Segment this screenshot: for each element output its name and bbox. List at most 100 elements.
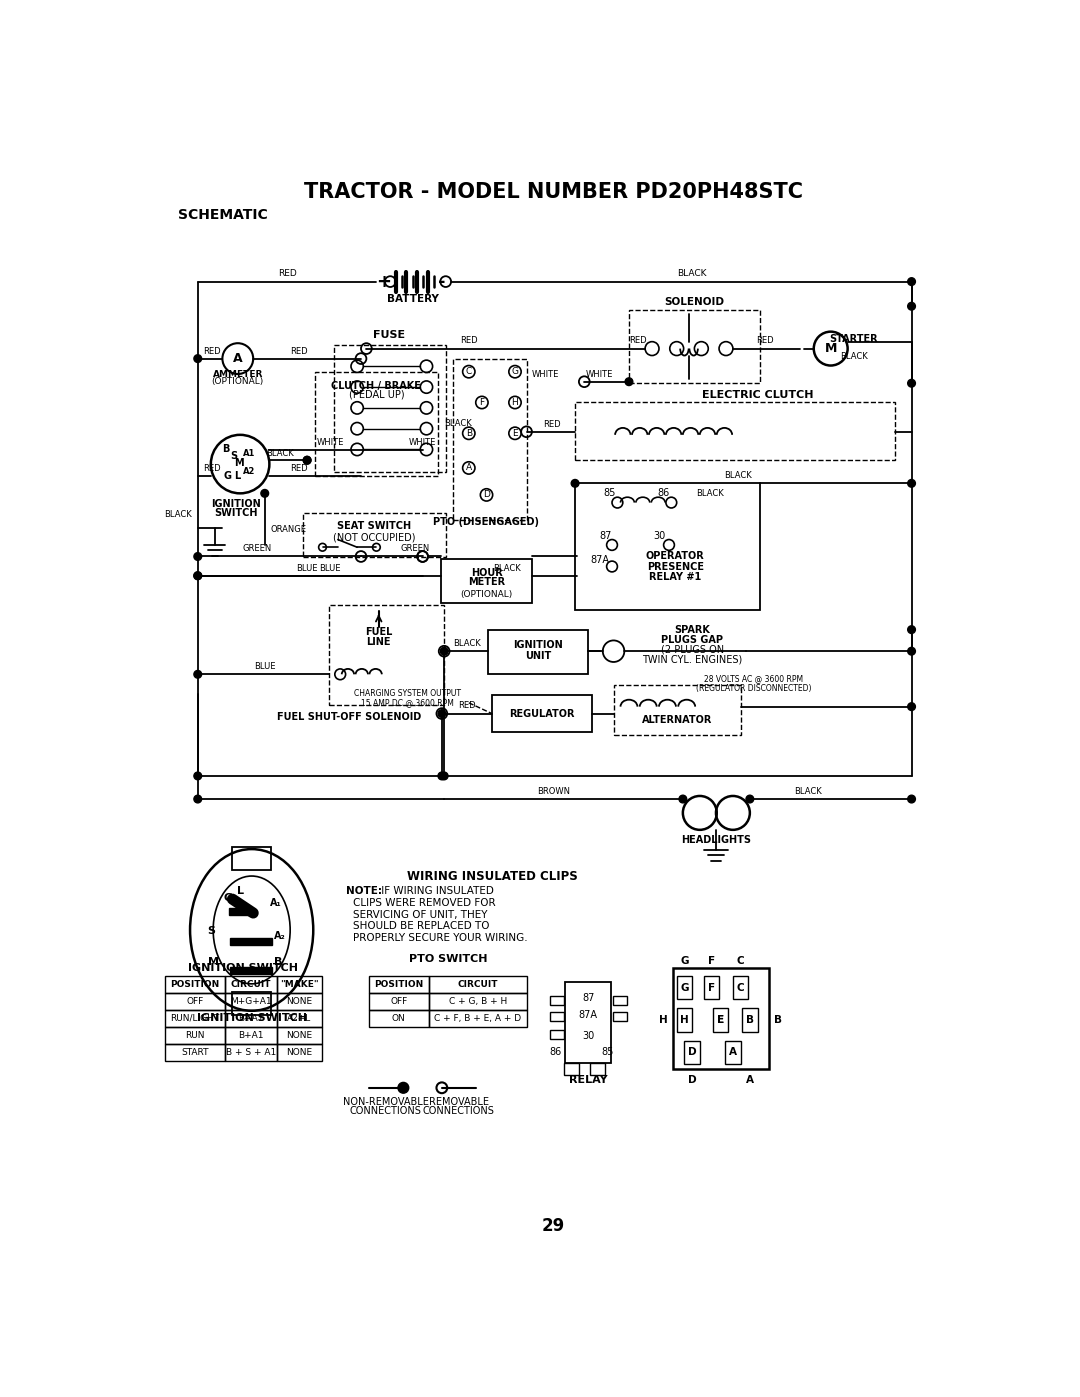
Text: RUN/LIGHT: RUN/LIGHT bbox=[170, 1014, 219, 1023]
Bar bbox=[334, 345, 446, 472]
Text: RELAY #1: RELAY #1 bbox=[649, 571, 701, 581]
Circle shape bbox=[907, 479, 916, 488]
Bar bbox=[225, 993, 278, 1010]
Circle shape bbox=[746, 795, 754, 803]
Text: WHITE: WHITE bbox=[532, 369, 559, 379]
Text: C + F, B + E, A + D: C + F, B + E, A + D bbox=[434, 1014, 522, 1023]
Text: 87A: 87A bbox=[579, 1010, 597, 1020]
Text: PRESENCE: PRESENCE bbox=[647, 562, 704, 571]
Bar bbox=[575, 483, 760, 610]
Text: F: F bbox=[707, 956, 715, 965]
Text: RED: RED bbox=[279, 270, 297, 278]
Text: TRACTOR - MODEL NUMBER PD20PH48STC: TRACTOR - MODEL NUMBER PD20PH48STC bbox=[303, 182, 804, 203]
Bar bbox=[742, 1009, 757, 1031]
Bar bbox=[225, 1044, 278, 1060]
Text: RELAY: RELAY bbox=[569, 1076, 607, 1085]
Text: SEAT SWITCH: SEAT SWITCH bbox=[337, 521, 411, 531]
Text: SERVICING OF UNIT, THEY: SERVICING OF UNIT, THEY bbox=[353, 909, 488, 919]
Text: WIRING INSULATED CLIPS: WIRING INSULATED CLIPS bbox=[407, 869, 578, 883]
Bar bbox=[491, 696, 592, 732]
Text: F: F bbox=[480, 398, 485, 407]
Text: ON: ON bbox=[392, 1014, 406, 1023]
Text: C + G, B + H: C + G, B + H bbox=[449, 997, 508, 1006]
Text: SPARK: SPARK bbox=[674, 624, 710, 634]
Bar bbox=[677, 1009, 692, 1031]
Text: SCHEMATIC: SCHEMATIC bbox=[178, 208, 268, 222]
Bar bbox=[368, 993, 429, 1010]
Bar bbox=[441, 559, 532, 604]
Bar bbox=[733, 977, 748, 999]
Text: RED: RED bbox=[291, 464, 308, 474]
Text: E: E bbox=[512, 429, 517, 437]
Text: IF WIRING INSULATED: IF WIRING INSULATED bbox=[378, 887, 494, 897]
Text: G: G bbox=[512, 367, 518, 376]
Text: RED: RED bbox=[291, 348, 308, 356]
Circle shape bbox=[441, 773, 448, 780]
Text: METER: METER bbox=[468, 577, 505, 587]
Text: RED: RED bbox=[460, 337, 477, 345]
Circle shape bbox=[194, 571, 202, 580]
Text: BATTERY: BATTERY bbox=[388, 293, 440, 303]
Text: 87A: 87A bbox=[590, 556, 609, 566]
Text: GREEN: GREEN bbox=[242, 545, 272, 553]
Text: SHOULD BE REPLACED TO: SHOULD BE REPLACED TO bbox=[353, 921, 490, 930]
Bar bbox=[565, 982, 611, 1063]
Text: (OPTIONAL): (OPTIONAL) bbox=[460, 590, 513, 599]
Text: M: M bbox=[233, 458, 243, 468]
Text: 87: 87 bbox=[582, 993, 594, 1003]
Bar bbox=[232, 992, 271, 1014]
Text: A₂: A₂ bbox=[273, 930, 285, 942]
Bar bbox=[677, 977, 692, 999]
Text: 85: 85 bbox=[602, 1046, 613, 1056]
Text: A: A bbox=[233, 352, 243, 365]
Text: POSITION: POSITION bbox=[170, 981, 219, 989]
Text: BLACK: BLACK bbox=[725, 471, 752, 481]
Text: D: D bbox=[688, 1048, 697, 1058]
Text: A: A bbox=[729, 1048, 737, 1058]
Text: BLUE: BLUE bbox=[296, 563, 318, 573]
Text: CIRCUIT: CIRCUIT bbox=[458, 981, 498, 989]
Text: G: G bbox=[680, 982, 689, 993]
Text: (REGULATOR DISCONNECTED): (REGULATOR DISCONNECTED) bbox=[696, 683, 811, 693]
Text: H: H bbox=[680, 1016, 689, 1025]
Text: PROPERLY SECURE YOUR WIRING.: PROPERLY SECURE YOUR WIRING. bbox=[353, 933, 528, 943]
Circle shape bbox=[261, 489, 269, 497]
Bar bbox=[164, 1027, 225, 1044]
Text: BLACK: BLACK bbox=[696, 489, 724, 497]
Text: G: G bbox=[224, 471, 232, 482]
Circle shape bbox=[303, 457, 311, 464]
Text: BLACK: BLACK bbox=[444, 419, 472, 427]
Text: "MAKE": "MAKE" bbox=[280, 981, 319, 989]
Text: STARTER: STARTER bbox=[829, 334, 878, 344]
Text: PTO (DISENGAGED): PTO (DISENGAGED) bbox=[433, 517, 539, 527]
Text: M: M bbox=[824, 342, 837, 355]
Text: B: B bbox=[274, 957, 283, 967]
Text: SWITCH: SWITCH bbox=[215, 509, 258, 518]
Circle shape bbox=[194, 773, 202, 780]
Bar bbox=[314, 372, 438, 475]
Text: B: B bbox=[774, 1016, 782, 1025]
Text: BLACK: BLACK bbox=[794, 787, 822, 796]
Text: WHITE: WHITE bbox=[586, 369, 613, 379]
Bar bbox=[488, 630, 589, 675]
Text: 29: 29 bbox=[542, 1217, 565, 1235]
Text: M: M bbox=[207, 957, 218, 967]
Bar bbox=[685, 1041, 700, 1065]
Circle shape bbox=[571, 479, 579, 488]
Text: WHITE: WHITE bbox=[316, 439, 343, 447]
Bar bbox=[229, 908, 251, 915]
Text: B + S + A1: B + S + A1 bbox=[226, 1048, 276, 1058]
Bar bbox=[673, 968, 769, 1069]
Text: START: START bbox=[181, 1048, 208, 1058]
Circle shape bbox=[194, 795, 202, 803]
Bar bbox=[564, 1063, 579, 1074]
Bar bbox=[303, 513, 446, 557]
Text: B: B bbox=[746, 1016, 754, 1025]
Text: REMOVABLE: REMOVABLE bbox=[429, 1097, 489, 1106]
Text: IGNITION SWITCH: IGNITION SWITCH bbox=[188, 964, 298, 974]
Text: NONE: NONE bbox=[286, 1048, 312, 1058]
Bar bbox=[232, 847, 271, 870]
Text: C: C bbox=[465, 367, 472, 376]
Text: RED: RED bbox=[203, 464, 220, 474]
Circle shape bbox=[397, 1083, 408, 1094]
